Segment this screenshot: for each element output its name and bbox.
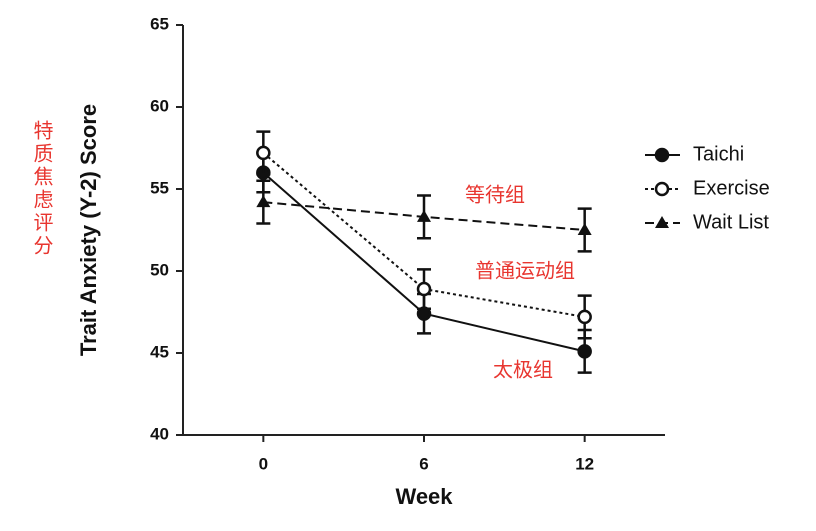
point bbox=[577, 309, 592, 325]
point bbox=[416, 281, 432, 297]
annotation: 普通运动组 bbox=[475, 259, 575, 283]
x-axis-title: Week bbox=[395, 484, 453, 509]
y-tick-label: 50 bbox=[150, 260, 169, 279]
point bbox=[256, 195, 271, 208]
y-tick-label: 45 bbox=[150, 342, 169, 361]
legend-marker bbox=[654, 181, 670, 197]
legend-label: Taichi bbox=[693, 143, 744, 165]
side-label: 特质焦虑评分 bbox=[30, 120, 54, 258]
x-tick-label: 12 bbox=[575, 454, 594, 473]
point bbox=[256, 145, 271, 161]
point bbox=[417, 209, 431, 222]
legend-label: Exercise bbox=[693, 177, 770, 199]
annotation: 等待组 bbox=[465, 183, 525, 207]
y-tick-label: 65 bbox=[150, 14, 169, 33]
point bbox=[577, 223, 592, 235]
legend-marker bbox=[655, 216, 669, 228]
y-tick-label: 60 bbox=[150, 96, 169, 115]
legend-label: Wait List bbox=[693, 211, 769, 233]
y-axis-title: Trait Anxiety (Y-2) Score bbox=[76, 104, 101, 356]
annotation: 太极组 bbox=[493, 358, 553, 382]
y-tick-label: 40 bbox=[150, 424, 169, 443]
x-tick-label: 6 bbox=[419, 454, 428, 473]
x-tick-label: 0 bbox=[259, 454, 268, 473]
y-tick-label: 55 bbox=[150, 178, 169, 197]
legend-marker bbox=[654, 147, 670, 163]
point bbox=[577, 344, 592, 359]
